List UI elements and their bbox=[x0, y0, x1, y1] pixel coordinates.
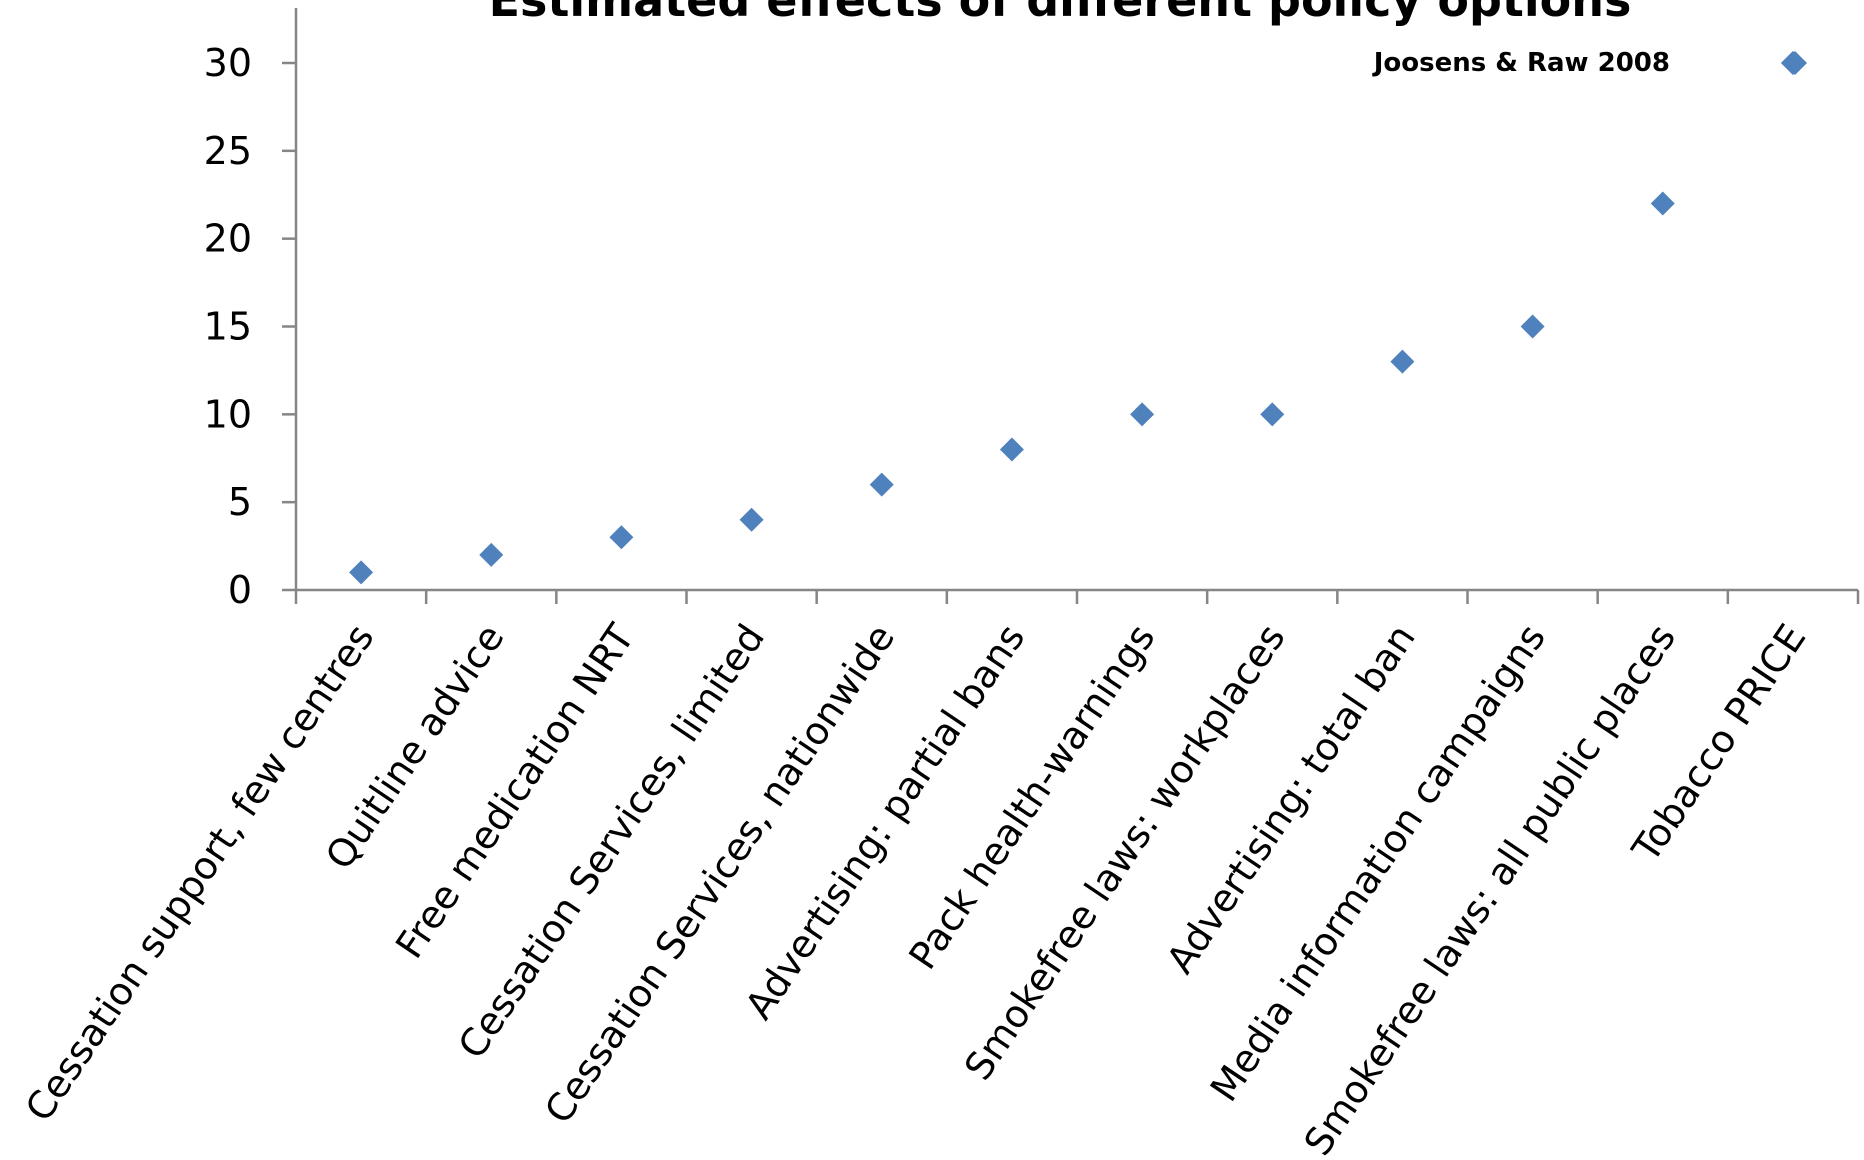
data-point bbox=[1650, 191, 1675, 216]
data-points bbox=[349, 51, 1805, 585]
data-point bbox=[1260, 402, 1285, 427]
y-tick-label: 5 bbox=[228, 480, 252, 524]
legend-marker-diamond bbox=[1783, 51, 1807, 75]
data-point bbox=[479, 542, 504, 567]
data-point bbox=[999, 437, 1024, 462]
x-category-label: Pack health-warnings bbox=[900, 616, 1163, 977]
y-tick-label: 20 bbox=[204, 217, 252, 261]
data-point bbox=[739, 507, 764, 532]
y-tick-label: 30 bbox=[204, 41, 252, 85]
data-point bbox=[1520, 314, 1545, 339]
x-category-label: Cessation support, few centres bbox=[17, 616, 383, 1129]
y-tick-label: 25 bbox=[204, 129, 252, 173]
data-point bbox=[1390, 349, 1415, 374]
legend-label: Joosens & Raw 2008 bbox=[1372, 48, 1670, 78]
y-axis-ticks: 0 5 10 15 20 25 30 bbox=[204, 41, 296, 612]
data-point bbox=[349, 560, 374, 585]
legend: Joosens & Raw 2008 bbox=[1372, 48, 1807, 78]
data-point bbox=[609, 525, 634, 550]
y-tick-label: 15 bbox=[204, 305, 252, 349]
y-tick-label: 10 bbox=[204, 392, 252, 436]
data-point bbox=[869, 472, 894, 497]
y-tick-label: 0 bbox=[228, 568, 252, 612]
chart-title: Estimated effects of different policy op… bbox=[489, 0, 1632, 27]
axes bbox=[294, 8, 1858, 592]
x-category-label: Free medication NRT bbox=[387, 616, 643, 966]
data-point bbox=[1130, 402, 1155, 427]
x-category-label: Advertising: total ban bbox=[1158, 616, 1424, 981]
